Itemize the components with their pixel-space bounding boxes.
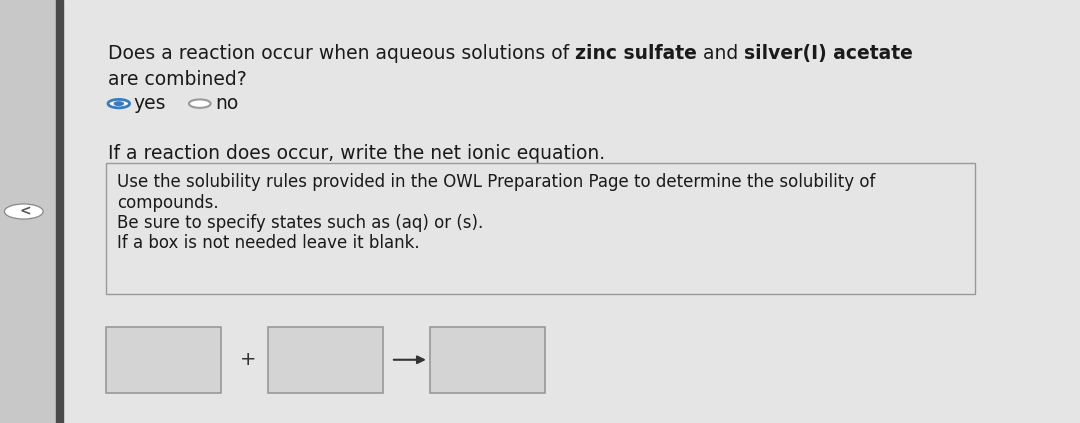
Text: Be sure to specify states such as (aq) or (s).: Be sure to specify states such as (aq) o…	[117, 214, 483, 232]
Text: If a box is not needed leave it blank.: If a box is not needed leave it blank.	[117, 234, 419, 253]
FancyBboxPatch shape	[268, 327, 383, 393]
Text: zinc sulfate: zinc sulfate	[576, 44, 697, 63]
FancyBboxPatch shape	[430, 327, 545, 393]
FancyBboxPatch shape	[106, 327, 221, 393]
Text: If a reaction does occur, write the net ionic equation.: If a reaction does occur, write the net …	[108, 144, 605, 163]
Circle shape	[189, 99, 211, 108]
Text: <: <	[19, 204, 30, 219]
Circle shape	[4, 204, 43, 219]
Bar	[56, 0, 63, 423]
Circle shape	[108, 99, 130, 108]
Text: compounds.: compounds.	[117, 194, 218, 212]
Text: are combined?: are combined?	[108, 70, 246, 89]
Circle shape	[114, 102, 123, 105]
FancyBboxPatch shape	[106, 163, 975, 294]
Text: silver(I) acetate: silver(I) acetate	[744, 44, 913, 63]
Text: no: no	[215, 94, 239, 113]
Text: +: +	[240, 350, 257, 369]
Text: Use the solubility rules provided in the OWL Preparation Page to determine the s: Use the solubility rules provided in the…	[117, 173, 875, 192]
Text: Does a reaction occur when aqueous solutions of: Does a reaction occur when aqueous solut…	[108, 44, 576, 63]
Text: and: and	[697, 44, 744, 63]
Text: yes: yes	[134, 94, 166, 113]
